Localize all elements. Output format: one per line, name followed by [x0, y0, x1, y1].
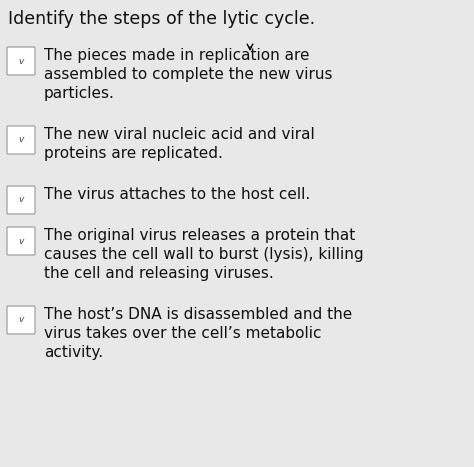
FancyBboxPatch shape — [7, 126, 35, 154]
Text: The original virus releases a protein that
causes the cell wall to burst (lysis): The original virus releases a protein th… — [44, 228, 364, 282]
Text: v: v — [18, 236, 24, 246]
Text: Identify the steps of the lytic cycle.: Identify the steps of the lytic cycle. — [8, 10, 315, 28]
FancyBboxPatch shape — [7, 306, 35, 334]
Text: v: v — [18, 135, 24, 144]
Text: The new viral nucleic acid and viral
proteins are replicated.: The new viral nucleic acid and viral pro… — [44, 127, 315, 161]
Text: v: v — [18, 57, 24, 65]
Text: The host’s DNA is disassembled and the
virus takes over the cell’s metabolic
act: The host’s DNA is disassembled and the v… — [44, 307, 352, 361]
FancyBboxPatch shape — [7, 47, 35, 75]
Text: v: v — [18, 196, 24, 205]
FancyBboxPatch shape — [7, 227, 35, 255]
Text: v: v — [18, 316, 24, 325]
Text: The pieces made in replication are
assembled to complete the new virus
particles: The pieces made in replication are assem… — [44, 48, 332, 101]
FancyBboxPatch shape — [7, 186, 35, 214]
Text: The virus attaches to the host cell.: The virus attaches to the host cell. — [44, 187, 310, 202]
